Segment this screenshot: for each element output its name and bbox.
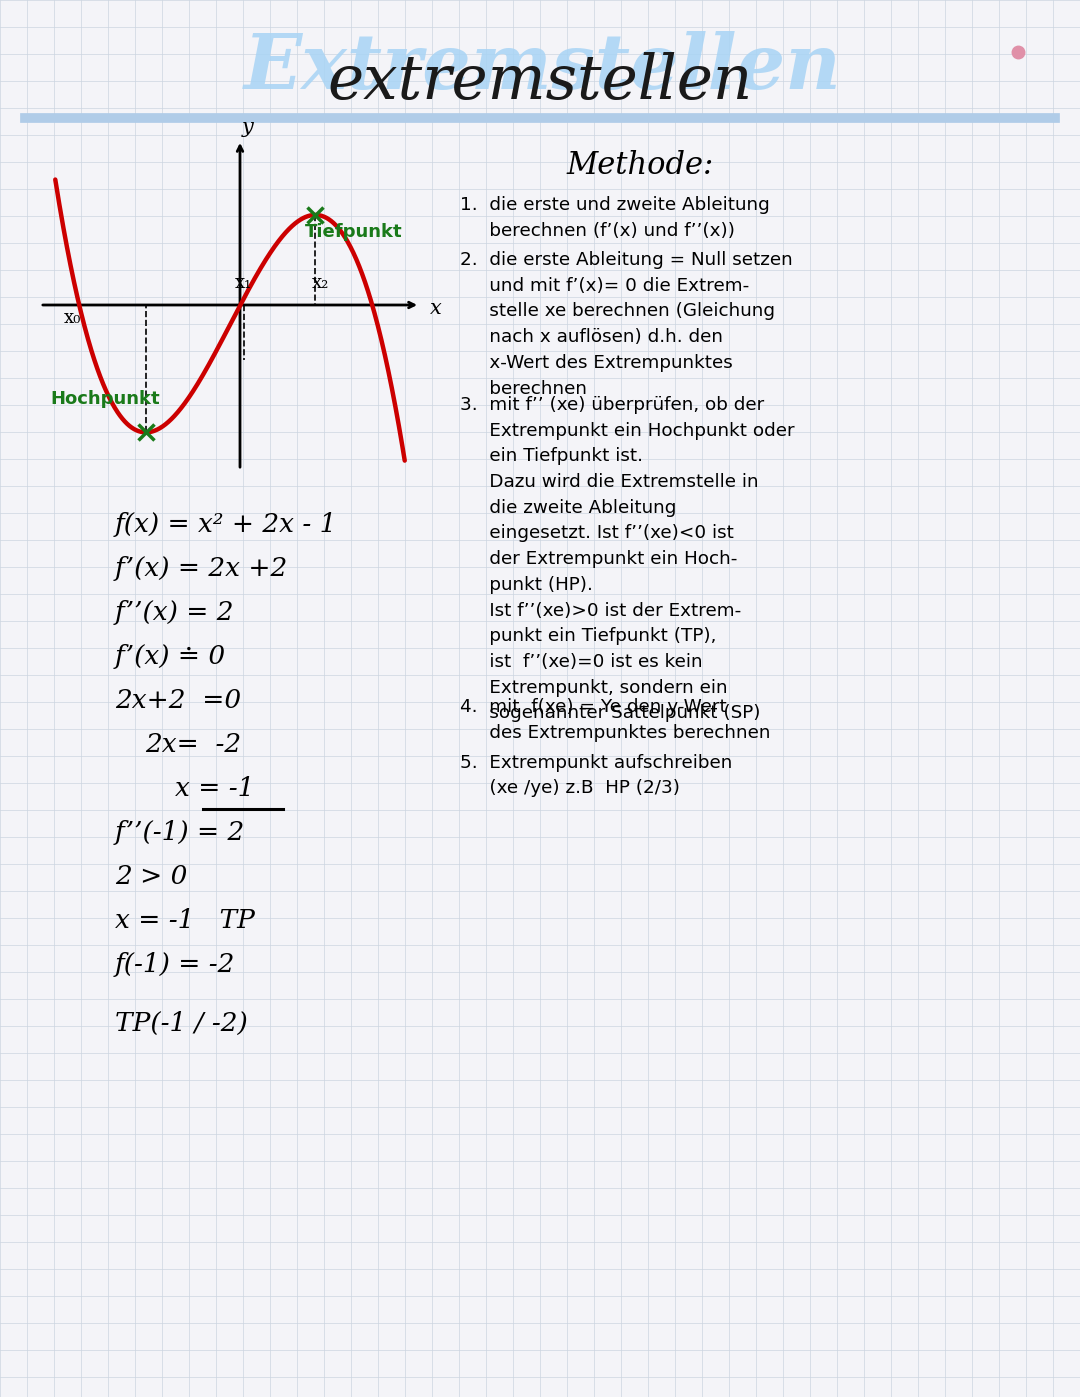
Text: Extremstellen: Extremstellen bbox=[244, 31, 842, 105]
Text: f’(x) = 2x +2: f’(x) = 2x +2 bbox=[114, 556, 288, 581]
Text: 2x=  -2: 2x= -2 bbox=[145, 732, 241, 757]
Text: TP(-1 / -2): TP(-1 / -2) bbox=[114, 1011, 247, 1037]
Text: f(-1) = -2: f(-1) = -2 bbox=[114, 951, 235, 977]
Text: 1.  die erste und zweite Ableitung
     berechnen (f’(x) und f’’(x)): 1. die erste und zweite Ableitung berech… bbox=[460, 196, 770, 240]
Text: f’(x) ≐ 0: f’(x) ≐ 0 bbox=[114, 644, 226, 669]
Text: Hochpunkt: Hochpunkt bbox=[51, 390, 161, 408]
Text: x₁: x₁ bbox=[235, 274, 253, 292]
Text: 3.  mit f’’ (xe) überprüfen, ob der
     Extrempunkt ein Hochpunkt oder
     ein: 3. mit f’’ (xe) überprüfen, ob der Extre… bbox=[460, 395, 795, 722]
Text: x = -1: x = -1 bbox=[175, 775, 255, 800]
Text: f(x) = x² + 2x - 1: f(x) = x² + 2x - 1 bbox=[114, 511, 337, 536]
Text: y: y bbox=[242, 117, 254, 137]
Text: 2 > 0: 2 > 0 bbox=[114, 863, 187, 888]
Text: Tiefpunkt: Tiefpunkt bbox=[306, 224, 403, 240]
Text: extremstellen: extremstellen bbox=[327, 52, 753, 112]
Text: 5.  Extrempunkt aufschreiben
     (xe /ye) z.B  HP (2/3): 5. Extrempunkt aufschreiben (xe /ye) z.B… bbox=[460, 753, 732, 798]
Text: 4.  mit  f(xe) = Ye den y-Wert
     des Extrempunktes berechnen: 4. mit f(xe) = Ye den y-Wert des Extremp… bbox=[460, 698, 770, 742]
Text: x: x bbox=[430, 299, 442, 319]
Text: x₂: x₂ bbox=[312, 274, 329, 292]
Text: f’’(-1) = 2: f’’(-1) = 2 bbox=[114, 820, 245, 845]
Text: x₀: x₀ bbox=[64, 309, 81, 327]
Text: 2.  die erste Ableitung = Null setzen
     und mit f’(x)= 0 die Extrem-
     ste: 2. die erste Ableitung = Null setzen und… bbox=[460, 251, 793, 398]
Text: 2x+2  =0: 2x+2 =0 bbox=[114, 687, 241, 712]
Text: x = -1   TP: x = -1 TP bbox=[114, 908, 255, 933]
Text: f’’(x) = 2: f’’(x) = 2 bbox=[114, 599, 234, 624]
Text: Methode:: Methode: bbox=[566, 149, 714, 182]
